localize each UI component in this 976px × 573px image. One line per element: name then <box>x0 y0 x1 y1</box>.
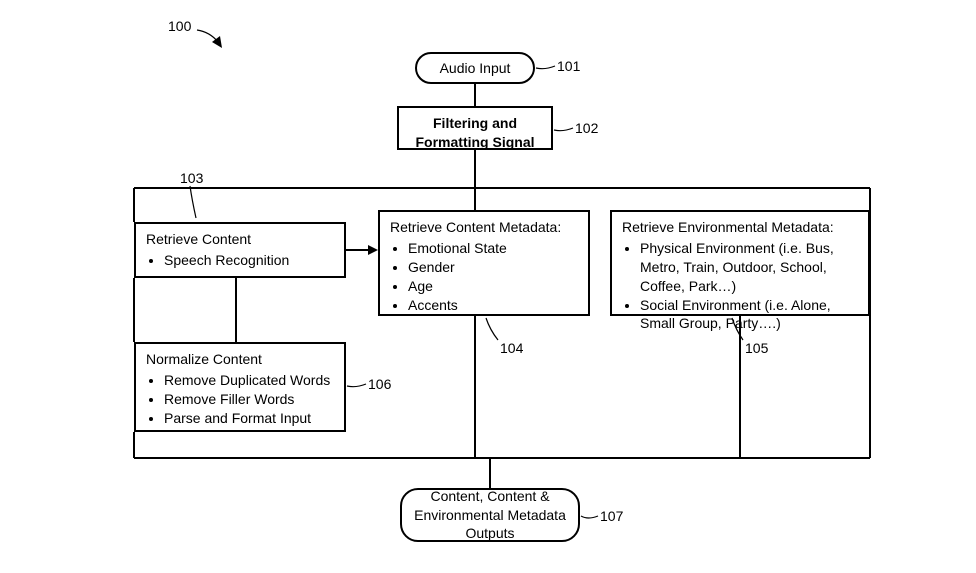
node-content-metadata: Retrieve Content Metadata: Emotional Sta… <box>378 210 590 316</box>
node-env-metadata: Retrieve Environmental Metadata: Physica… <box>610 210 870 316</box>
node-env-metadata-title: Retrieve Environmental Metadata: <box>622 218 858 237</box>
ref-101: 101 <box>557 58 580 74</box>
node-filtering-title: Filtering and Formatting Signal <box>409 114 541 152</box>
list-item: Remove Filler Words <box>164 390 334 409</box>
node-retrieve-content-list: Speech Recognition <box>146 251 334 270</box>
node-content-metadata-list: Emotional State Gender Age Accents <box>390 239 578 315</box>
node-normalize: Normalize Content Remove Duplicated Word… <box>134 342 346 432</box>
ref-104: 104 <box>500 340 523 356</box>
list-item: Age <box>408 277 578 296</box>
ref-105: 105 <box>745 340 768 356</box>
list-item: Emotional State <box>408 239 578 258</box>
list-item: Physical Environment (i.e. Bus, Metro, T… <box>640 239 858 296</box>
node-outputs: Content, Content & Environmental Metadat… <box>400 488 580 542</box>
node-normalize-list: Remove Duplicated Words Remove Filler Wo… <box>146 371 334 428</box>
node-audio-input: Audio Input <box>415 52 535 84</box>
list-item: Social Environment (i.e. Alone, Small Gr… <box>640 296 858 334</box>
node-env-metadata-list: Physical Environment (i.e. Bus, Metro, T… <box>622 239 858 333</box>
figure-label: 100 <box>168 18 191 34</box>
list-item: Speech Recognition <box>164 251 334 270</box>
node-filtering: Filtering and Formatting Signal <box>397 106 553 150</box>
node-audio-input-text: Audio Input <box>440 59 511 78</box>
ref-107: 107 <box>600 508 623 524</box>
list-item: Remove Duplicated Words <box>164 371 334 390</box>
ref-102: 102 <box>575 120 598 136</box>
ref-106: 106 <box>368 376 391 392</box>
list-item: Parse and Format Input <box>164 409 334 428</box>
ref-103: 103 <box>180 170 203 186</box>
node-retrieve-content: Retrieve Content Speech Recognition <box>134 222 346 278</box>
list-item: Gender <box>408 258 578 277</box>
node-outputs-text: Content, Content & Environmental Metadat… <box>412 487 568 544</box>
node-content-metadata-title: Retrieve Content Metadata: <box>390 218 578 237</box>
figure-label-text: 100 <box>168 18 191 34</box>
node-retrieve-content-title: Retrieve Content <box>146 230 334 249</box>
list-item: Accents <box>408 296 578 315</box>
node-normalize-title: Normalize Content <box>146 350 334 369</box>
